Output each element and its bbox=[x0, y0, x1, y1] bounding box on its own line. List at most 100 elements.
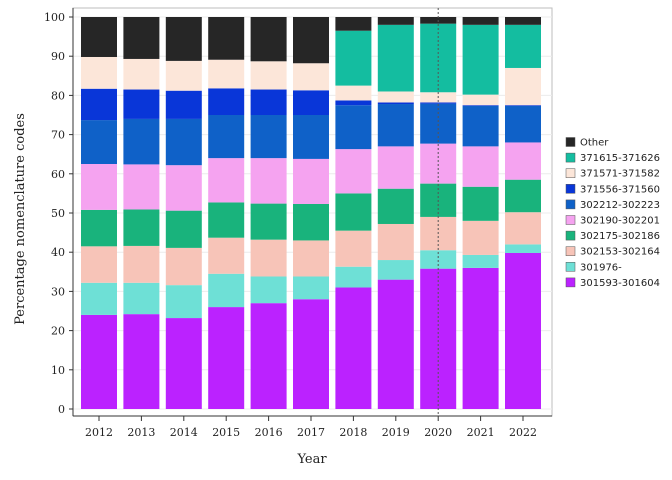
bar-segment bbox=[293, 17, 329, 64]
bar-segment bbox=[335, 105, 372, 150]
y-tick-label: 40 bbox=[51, 246, 65, 259]
bar-segment bbox=[250, 158, 287, 204]
legend-swatch bbox=[565, 277, 576, 288]
legend-label: 371556-371560 bbox=[580, 184, 660, 195]
bar-segment bbox=[293, 203, 329, 241]
x-tick-label: 2021 bbox=[467, 426, 495, 439]
bar-segment bbox=[165, 210, 202, 248]
bar-segment bbox=[377, 188, 414, 224]
x-tick-label: 2015 bbox=[212, 426, 240, 439]
legend-label: 371571-371582 bbox=[580, 169, 660, 180]
legend-label: 302190-302201 bbox=[580, 216, 660, 227]
bar-segment bbox=[123, 17, 160, 59]
bar-segment bbox=[335, 230, 372, 267]
bar-segment bbox=[81, 209, 117, 247]
x-tick-label: 2022 bbox=[509, 426, 537, 439]
x-tick-label: 2016 bbox=[255, 426, 283, 439]
legend-swatch bbox=[565, 168, 576, 178]
bar-segment bbox=[462, 17, 499, 25]
bar-segment bbox=[505, 179, 541, 213]
bar-segment bbox=[165, 17, 202, 61]
bar-segment bbox=[377, 223, 414, 261]
bar-segment bbox=[208, 158, 245, 203]
bar-segment bbox=[420, 102, 457, 104]
bar-segment bbox=[208, 202, 245, 238]
bar-segment bbox=[505, 24, 541, 68]
legend-swatch bbox=[565, 152, 576, 163]
legend: Other 371615-371626 371571-371582 371556-37… bbox=[565, 137, 660, 289]
bar-segment bbox=[462, 254, 499, 268]
bar-segment bbox=[250, 276, 287, 304]
legend-swatch bbox=[565, 230, 576, 241]
bar-segment bbox=[165, 118, 202, 166]
bar-segment bbox=[335, 149, 372, 194]
bar-segment bbox=[335, 17, 372, 31]
legend-label: 302212-302223 bbox=[580, 200, 660, 211]
legend-label: 302153-302164 bbox=[580, 247, 660, 258]
legend-label: 302175-302186 bbox=[580, 231, 660, 242]
bar-segment bbox=[208, 115, 245, 159]
y-tick-label: 50 bbox=[51, 207, 65, 220]
y-tick-label: 80 bbox=[51, 89, 65, 102]
bar-segment bbox=[377, 146, 414, 189]
y-tick-label: 20 bbox=[51, 325, 65, 338]
bar-segment bbox=[123, 314, 160, 409]
y-tick-label: 90 bbox=[51, 50, 65, 63]
bar-segment bbox=[165, 60, 202, 91]
bar-segment bbox=[335, 30, 372, 86]
bar-segment bbox=[165, 165, 202, 211]
bar-segment bbox=[293, 63, 329, 91]
y-tick-label: 60 bbox=[51, 168, 65, 181]
bar-segment bbox=[123, 209, 160, 246]
y-tick-label: 70 bbox=[51, 129, 65, 142]
bar-segment bbox=[505, 212, 541, 245]
bar-segment bbox=[462, 146, 499, 187]
bar-segment bbox=[123, 282, 160, 315]
bar-segment bbox=[505, 142, 541, 180]
bars bbox=[81, 17, 541, 409]
bar-segment bbox=[293, 276, 329, 300]
bar-segment bbox=[123, 58, 160, 90]
bar-segment bbox=[377, 24, 414, 92]
legend-label: 371615-371626 bbox=[580, 153, 660, 164]
bar-segment bbox=[377, 91, 414, 103]
bar-segment bbox=[377, 260, 414, 280]
bar-segment bbox=[377, 17, 414, 25]
x-tick-label: 2019 bbox=[382, 426, 410, 439]
bar-segment bbox=[250, 61, 287, 90]
bar-segment bbox=[335, 266, 372, 288]
bar-segment bbox=[505, 252, 541, 409]
bar-segment bbox=[250, 303, 287, 409]
legend-swatch bbox=[565, 215, 576, 225]
legend-label: 301976- bbox=[580, 262, 622, 273]
x-tick-label: 2013 bbox=[127, 426, 155, 439]
bar-segment bbox=[335, 287, 372, 409]
bar-segment bbox=[81, 314, 117, 409]
x-tick-label: 2018 bbox=[339, 426, 367, 439]
bar-segment bbox=[293, 158, 329, 204]
y-tick-label: 30 bbox=[51, 285, 65, 298]
bar-segment bbox=[81, 246, 117, 283]
bar-segment bbox=[165, 247, 202, 286]
bar-segment bbox=[123, 118, 160, 165]
bar-segment bbox=[165, 285, 202, 319]
bar-segment bbox=[462, 186, 499, 221]
bar-segment bbox=[377, 102, 414, 105]
bar-segment bbox=[250, 239, 287, 277]
bar-segment bbox=[462, 24, 499, 95]
y-axis: 0 10 20 30 40 50 60 70 80 90 100 bbox=[44, 8, 74, 416]
bar-segment bbox=[208, 273, 245, 308]
bar-segment bbox=[505, 105, 541, 143]
bar-segment bbox=[335, 193, 372, 231]
legend-swatch bbox=[565, 137, 576, 147]
x-tick-label: 2017 bbox=[297, 426, 325, 439]
bar-segment bbox=[293, 299, 329, 409]
y-tick-label: 0 bbox=[58, 403, 65, 416]
x-tick-label: 2012 bbox=[85, 426, 113, 439]
x-axis-title: Year bbox=[296, 452, 327, 467]
bar-segment bbox=[462, 105, 499, 106]
bar-segment bbox=[81, 56, 117, 89]
bar-segment bbox=[462, 267, 499, 409]
bar-segment bbox=[165, 318, 202, 409]
bar-segment bbox=[377, 279, 414, 409]
